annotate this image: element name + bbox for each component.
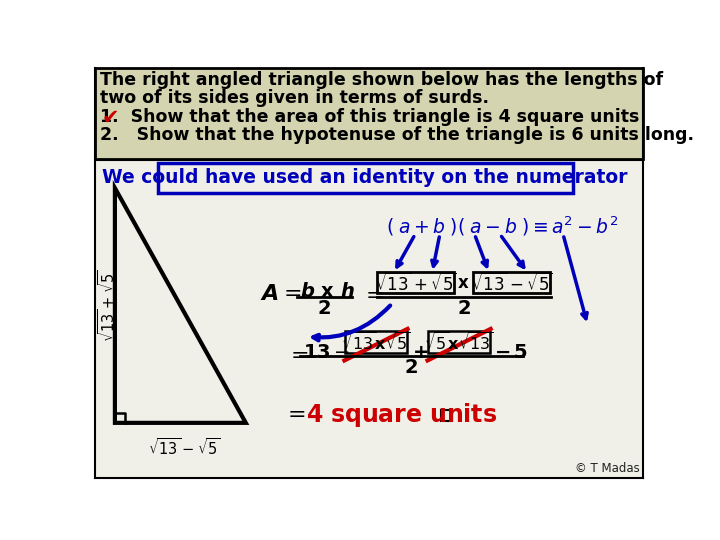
Text: $\sqrt{13}$x$\sqrt{5}$: $\sqrt{13}$x$\sqrt{5}$ [341,332,411,354]
Text: $\boldsymbol{A}=$: $\boldsymbol{A}=$ [260,284,301,304]
Text: $(\;a+b\;)(\;a-b\;)\equiv a^2-b^2$: $(\;a+b\;)(\;a-b\;)\equiv a^2-b^2$ [386,215,618,238]
Text: $\sqrt{5}$x$\sqrt{13}$: $\sqrt{5}$x$\sqrt{13}$ [424,332,494,354]
FancyBboxPatch shape [377,272,454,294]
Text: $\sqrt{13}+\sqrt{5}$: $\sqrt{13}+\sqrt{5}$ [96,269,117,342]
Text: The right angled triangle shown below has the lengths of: The right angled triangle shown below ha… [99,71,662,89]
Text: $\mathbf{4\ square\ units}$: $\mathbf{4\ square\ units}$ [306,401,497,429]
Text: $=$: $=$ [361,284,384,304]
Text: two of its sides given in terms of surds.: two of its sides given in terms of surds… [99,90,488,107]
Text: $\sqrt{13}+\sqrt{5}$: $\sqrt{13}+\sqrt{5}$ [375,273,457,294]
Text: © T Madas: © T Madas [575,462,640,475]
FancyBboxPatch shape [158,164,573,193]
Text: We could have used an identity on the numerator: We could have used an identity on the nu… [102,168,628,187]
FancyBboxPatch shape [473,272,550,294]
Text: $\sqrt{13}-\sqrt{5}$: $\sqrt{13}-\sqrt{5}$ [471,273,552,294]
Text: $\boldsymbol{2}$: $\boldsymbol{2}$ [405,358,418,377]
Text: 2.   Show that the hypotenuse of the triangle is 6 units long.: 2. Show that the hypotenuse of the trian… [99,126,693,144]
Text: $\mathbf{13}-$: $\mathbf{13}-$ [303,343,350,362]
Text: $=$: $=$ [283,405,312,425]
Text: $=$: $=$ [286,343,308,363]
Bar [95,159,643,477]
Text: x: x [458,274,468,293]
Text: 1.  Show that the area of this triangle is 4 square units: 1. Show that the area of this triangle i… [99,108,639,126]
FancyBboxPatch shape [428,331,490,353]
Text: $\boldsymbol{2}$: $\boldsymbol{2}$ [318,299,331,318]
FancyBboxPatch shape [345,331,407,353]
Text: $\sqrt{13}-\sqrt{5}$: $\sqrt{13}-\sqrt{5}$ [148,437,220,458]
Text: $\mathbf{-\,5}$: $\mathbf{-\,5}$ [494,343,528,362]
Text: $\mathbf{+}$: $\mathbf{+}$ [412,343,428,362]
Bar [441,410,451,421]
FancyBboxPatch shape [95,68,643,159]
Text: $\boldsymbol{b}$ x $\boldsymbol{h}$: $\boldsymbol{b}$ x $\boldsymbol{h}$ [300,282,354,301]
Text: $\boldsymbol{2}$: $\boldsymbol{2}$ [456,299,471,318]
Text: ✔: ✔ [102,108,120,128]
